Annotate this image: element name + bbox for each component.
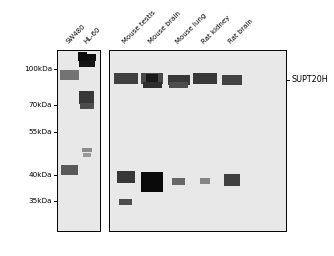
Bar (80, 103, 94, 109)
Text: 35kDa: 35kDa (28, 198, 52, 204)
Bar (57, 50, 100, 231)
Bar (221, 75, 242, 85)
Text: SUPT20H: SUPT20H (291, 76, 328, 84)
Bar (169, 82, 188, 88)
Bar (83, 153, 91, 157)
Text: 100kDa: 100kDa (24, 66, 52, 72)
Bar (78, 60, 95, 67)
Bar (168, 75, 190, 85)
Bar (141, 172, 163, 192)
Text: HL-60: HL-60 (82, 26, 101, 45)
Bar (78, 54, 96, 61)
Text: 55kDa: 55kDa (28, 129, 52, 135)
Text: 40kDa: 40kDa (28, 172, 52, 178)
Bar (109, 50, 286, 231)
Text: SW480: SW480 (65, 23, 87, 45)
Bar (120, 199, 132, 205)
Bar (114, 73, 138, 84)
Bar (60, 70, 78, 80)
Bar (143, 82, 162, 88)
Text: 70kDa: 70kDa (28, 102, 52, 108)
Bar (172, 177, 185, 185)
Bar (79, 91, 95, 104)
Bar (117, 171, 135, 183)
Bar (146, 74, 158, 82)
Text: Mouse lung: Mouse lung (174, 12, 207, 45)
Bar (224, 174, 240, 186)
Text: Mouse brain: Mouse brain (148, 10, 182, 45)
Text: Mouse testis: Mouse testis (122, 10, 157, 45)
Bar (141, 73, 163, 84)
Bar (78, 52, 87, 61)
Bar (61, 165, 78, 175)
Text: Rat kidney: Rat kidney (201, 14, 231, 45)
Bar (193, 73, 217, 84)
Text: Rat brain: Rat brain (228, 18, 255, 45)
Bar (200, 178, 210, 184)
Bar (82, 147, 92, 152)
